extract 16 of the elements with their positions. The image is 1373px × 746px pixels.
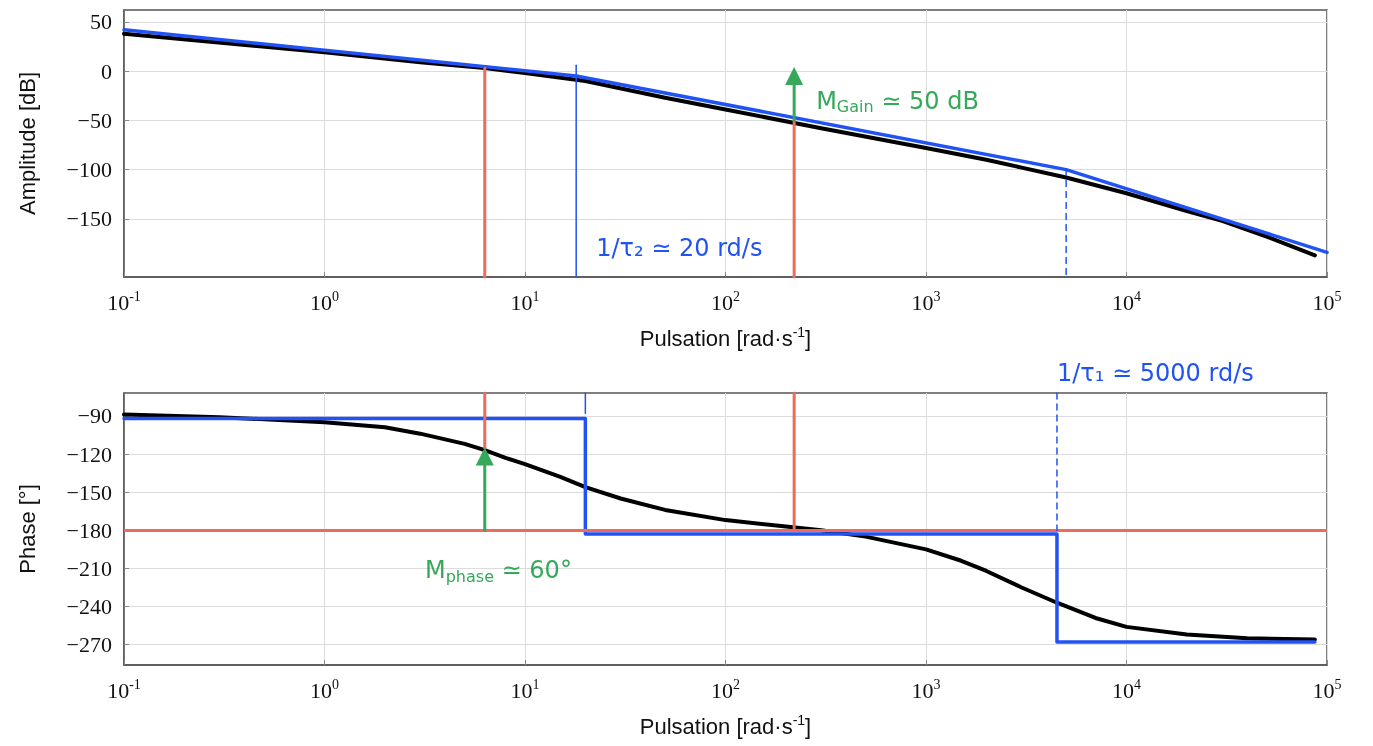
y-tick-label: −210 xyxy=(66,555,112,581)
y-tick-label: −100 xyxy=(66,157,112,183)
y-tick-label: −50 xyxy=(77,107,112,133)
y-tick-label: −270 xyxy=(66,632,112,658)
y-tick-label: −180 xyxy=(66,517,112,543)
y-tick-label: −120 xyxy=(66,441,112,467)
annotation: 1/τ₂ ≃ 20 rd/s xyxy=(596,234,763,263)
y-tick-label: 50 xyxy=(90,9,112,35)
y-axis-title: Amplitude [dB] xyxy=(14,71,40,216)
y-tick-label: 0 xyxy=(101,58,112,84)
y-tick-label: −90 xyxy=(77,403,112,429)
y-tick-label: −150 xyxy=(66,479,112,505)
y-tick-label: −150 xyxy=(66,206,112,232)
y-axis-title: Phase [°] xyxy=(14,484,40,574)
annotation: 1/τ₁ ≃ 5000 rd/s xyxy=(1056,359,1254,387)
y-tick-label: −240 xyxy=(66,594,112,620)
